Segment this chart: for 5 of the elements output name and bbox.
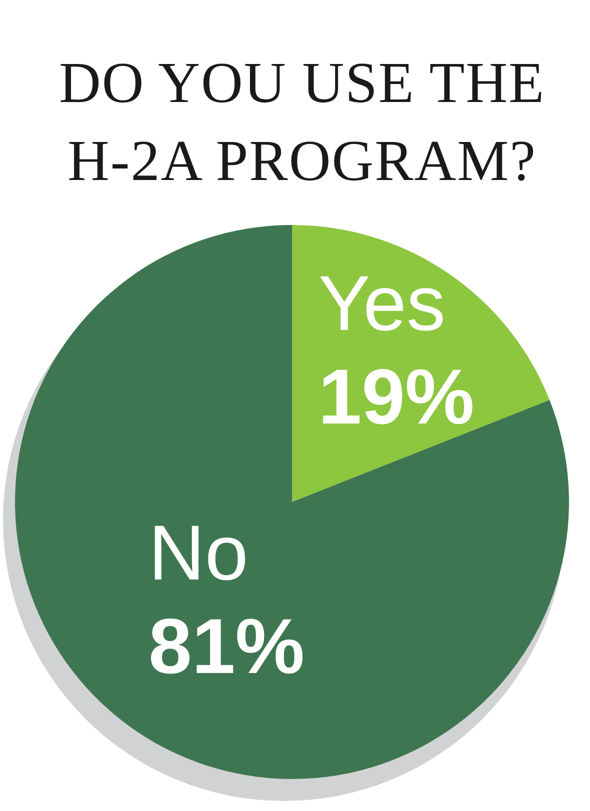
data-label: 81% <box>148 602 305 690</box>
data-label: 19% <box>318 352 474 440</box>
slice-label: Yes <box>318 258 446 347</box>
chart-title: DO YOU USE THE H-2A PROGRAM? <box>58 49 546 195</box>
slice-label: No <box>148 508 248 597</box>
